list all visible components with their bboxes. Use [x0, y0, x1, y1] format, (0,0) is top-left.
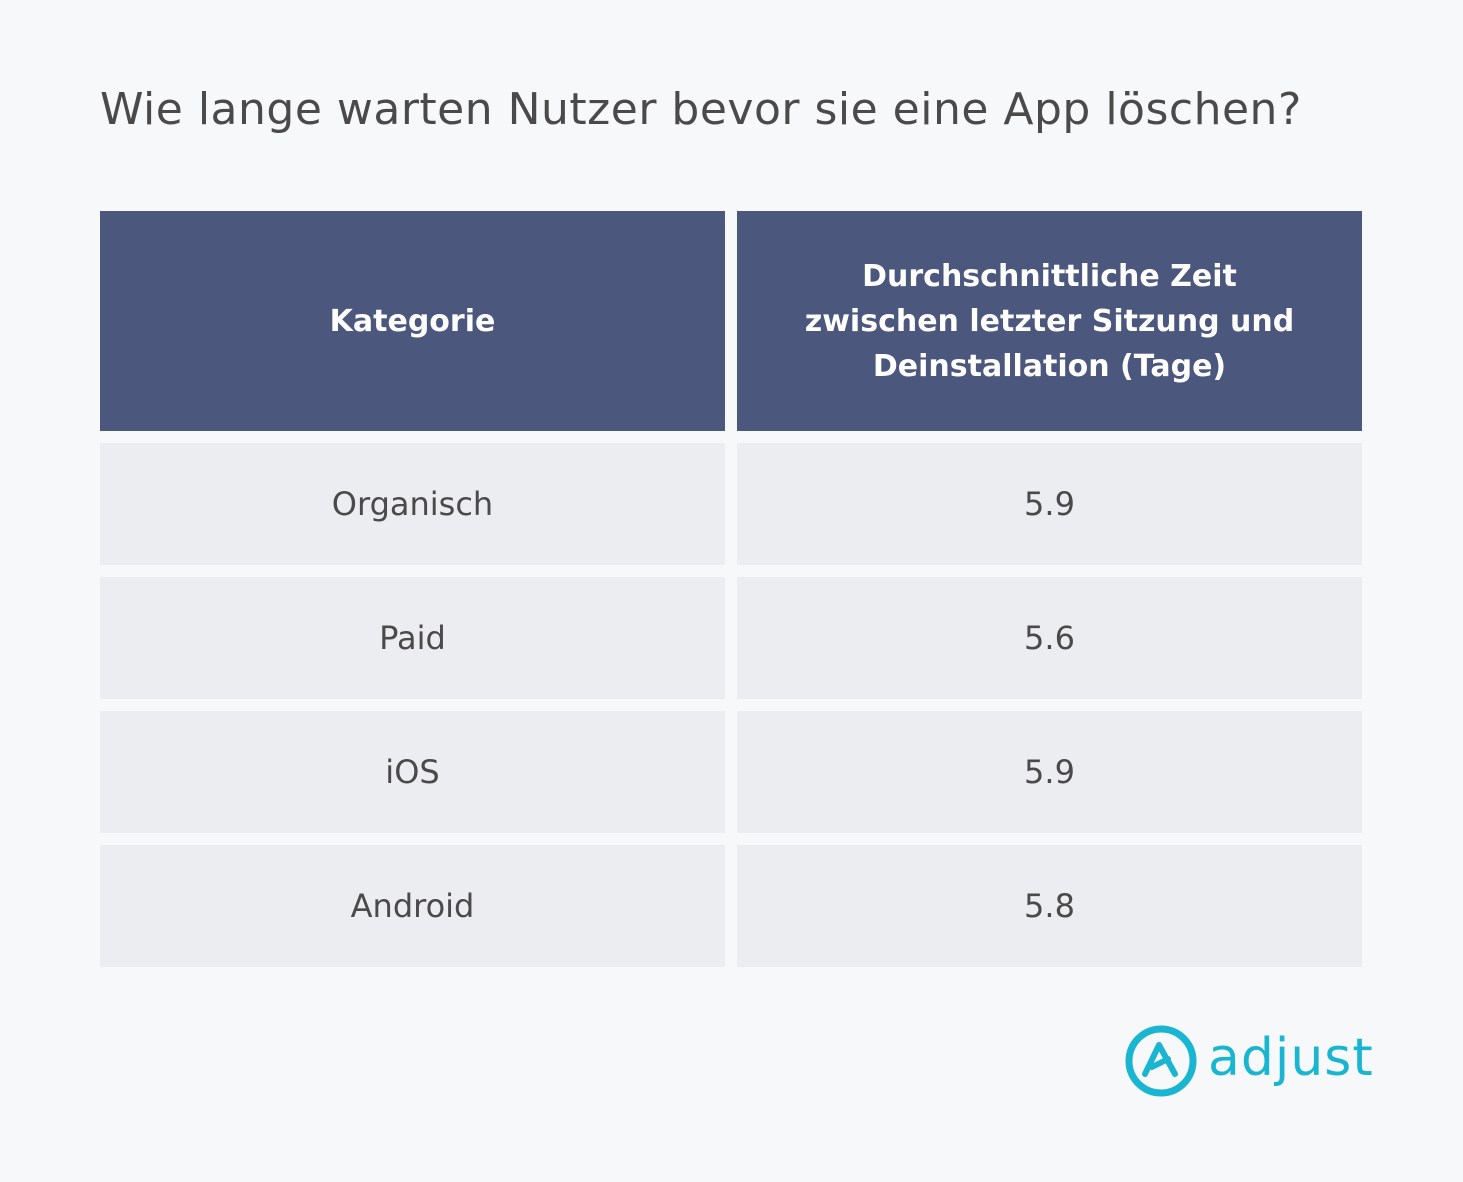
header-durchschnittliche-zeit: Durchschnittliche Zeit zwischen letzter … — [737, 211, 1362, 431]
data-table: Kategorie Durchschnittliche Zeit zwische… — [100, 211, 1362, 979]
table-header-row: Kategorie Durchschnittliche Zeit zwische… — [100, 211, 1362, 431]
cell-category: iOS — [100, 711, 725, 833]
cell-value: 5.9 — [737, 711, 1362, 833]
table-row: iOS 5.9 — [100, 711, 1362, 833]
adjust-logo: adjust — [1124, 1024, 1374, 1098]
cell-value: 5.8 — [737, 845, 1362, 967]
page-title: Wie lange warten Nutzer bevor sie eine A… — [100, 84, 1302, 135]
header-kategorie: Kategorie — [100, 211, 725, 431]
adjust-logo-text: adjust — [1208, 1028, 1374, 1088]
cell-category: Paid — [100, 577, 725, 699]
header-line: Deinstallation (Tage) — [872, 348, 1227, 384]
cell-category: Organisch — [100, 443, 725, 565]
cell-category: Android — [100, 845, 725, 967]
header-line: zwischen letzter Sitzung und — [804, 303, 1295, 339]
table-row: Paid 5.6 — [100, 577, 1362, 699]
cell-value: 5.9 — [737, 443, 1362, 565]
cell-value: 5.6 — [737, 577, 1362, 699]
header-line: Durchschnittliche Zeit — [862, 258, 1237, 294]
table-row: Organisch 5.9 — [100, 443, 1362, 565]
table-row: Android 5.8 — [100, 845, 1362, 967]
adjust-logo-icon — [1124, 1024, 1198, 1098]
